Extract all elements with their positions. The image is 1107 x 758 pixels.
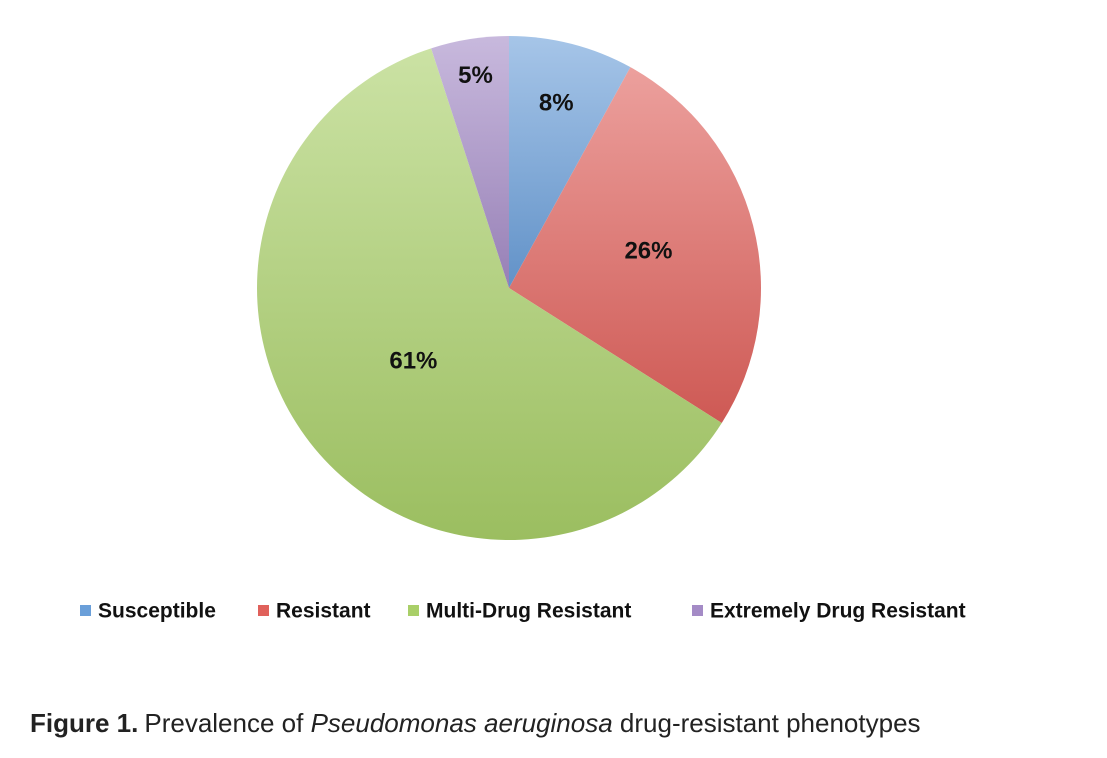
pie-slice <box>509 67 761 424</box>
pie-slice <box>431 36 509 288</box>
pie-slice <box>509 36 631 288</box>
caption-text: Prevalence of <box>144 708 310 738</box>
legend-label: Resistant <box>276 600 371 623</box>
legend-marker <box>80 605 91 616</box>
caption-text: drug-resistant phenotypes <box>613 708 921 738</box>
legend-marker <box>692 605 703 616</box>
caption-label: Figure 1. <box>30 708 138 738</box>
pie-slice <box>257 48 722 540</box>
legend-label: Multi-Drug Resistant <box>426 600 631 623</box>
legend-label: Extremely Drug Resistant <box>710 600 966 623</box>
value-label: 5% <box>458 62 493 89</box>
legend-marker <box>258 605 269 616</box>
caption: Figure 1. Prevalence of Pseudomonas aerug… <box>30 708 921 738</box>
value-label: 26% <box>624 238 672 265</box>
value-label: 8% <box>539 89 574 116</box>
legend-marker <box>408 605 419 616</box>
value-label: 61% <box>389 348 437 375</box>
caption-species: Pseudomonas aeruginosa <box>311 708 613 738</box>
legend-label: Susceptible <box>98 600 216 623</box>
